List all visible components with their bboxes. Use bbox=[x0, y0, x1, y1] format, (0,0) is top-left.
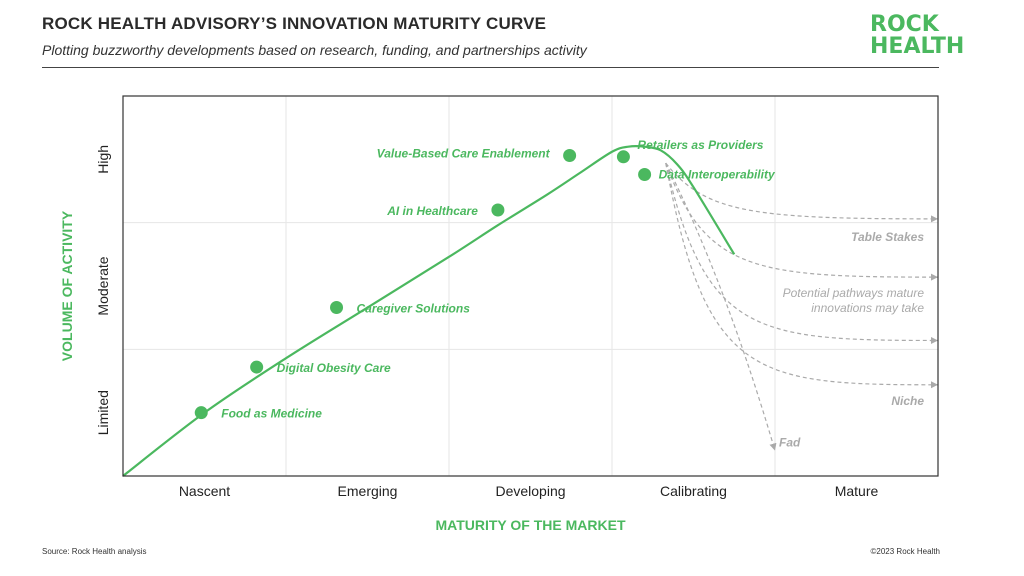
data-point-marker bbox=[638, 168, 652, 182]
x-tick-label: Nascent bbox=[179, 483, 230, 499]
data-point-label: Data Interoperability bbox=[659, 168, 776, 182]
data-point-label: AI in Healthcare bbox=[386, 204, 478, 218]
y-tick-label: High bbox=[95, 145, 111, 174]
data-points bbox=[194, 149, 652, 420]
data-point-marker bbox=[194, 406, 208, 420]
data-point-marker bbox=[330, 301, 344, 315]
pathway-arrow bbox=[665, 162, 777, 451]
pathway-note-line-2: innovations may take bbox=[811, 301, 924, 315]
pathway-arrow bbox=[665, 162, 939, 223]
x-tick-label: Emerging bbox=[338, 483, 398, 499]
chart-grid bbox=[123, 96, 938, 476]
chart-subtitle: Plotting buzzworthy developments based o… bbox=[42, 42, 587, 58]
y-tick-label: Moderate bbox=[95, 256, 111, 315]
pathway-arrows bbox=[665, 162, 939, 451]
pathway-label-fad: Fad bbox=[779, 436, 801, 450]
x-tick-label: Mature bbox=[835, 483, 879, 499]
chart-title: ROCK HEALTH ADVISORY’S INNOVATION MATURI… bbox=[42, 14, 547, 33]
data-point-label: Digital Obesity Care bbox=[277, 361, 391, 375]
data-point-label: Retailers as Providers bbox=[637, 138, 763, 152]
pathway-arrow bbox=[665, 163, 939, 389]
pathway-label-table-stakes: Table Stakes bbox=[851, 230, 924, 244]
pathway-note-line-1: Potential pathways mature bbox=[783, 286, 925, 300]
copyright-note: ©2023 Rock Health bbox=[870, 547, 941, 556]
data-point-marker bbox=[563, 149, 577, 163]
data-labels: Table Stakes Potential pathways matureinn… bbox=[221, 138, 924, 450]
data-point-label: Value-Based Care Enablement bbox=[377, 147, 551, 161]
x-tick-label: Developing bbox=[495, 483, 565, 499]
data-point-marker bbox=[616, 150, 630, 164]
data-point-marker bbox=[250, 360, 264, 374]
rock-health-logo: ROCK HEALTH bbox=[870, 12, 965, 59]
pathway-label-niche: Niche bbox=[891, 394, 924, 408]
header-divider bbox=[42, 67, 939, 68]
maturity-curve-line bbox=[122, 145, 736, 477]
logo-line-2: HEALTH bbox=[870, 34, 965, 59]
logo-line-1: ROCK bbox=[870, 12, 939, 37]
data-point-label: Caregiver Solutions bbox=[357, 302, 471, 316]
pathway-arrow bbox=[665, 162, 939, 345]
maturity-curve bbox=[122, 145, 736, 477]
data-point-label: Food as Medicine bbox=[221, 407, 322, 421]
data-point-marker bbox=[491, 203, 505, 217]
axis-ticks: Nascent Emerging Developing Calibrating Matu… bbox=[95, 145, 878, 499]
plot-frame bbox=[122, 95, 939, 477]
source-note: Source: Rock Health analysis bbox=[42, 547, 147, 556]
y-axis-title: VOLUME OF ACTIVITY bbox=[59, 210, 75, 361]
y-tick-label: Limited bbox=[95, 390, 111, 435]
x-tick-label: Calibrating bbox=[660, 483, 727, 499]
x-axis-title: MATURITY OF THE MARKET bbox=[435, 517, 625, 533]
